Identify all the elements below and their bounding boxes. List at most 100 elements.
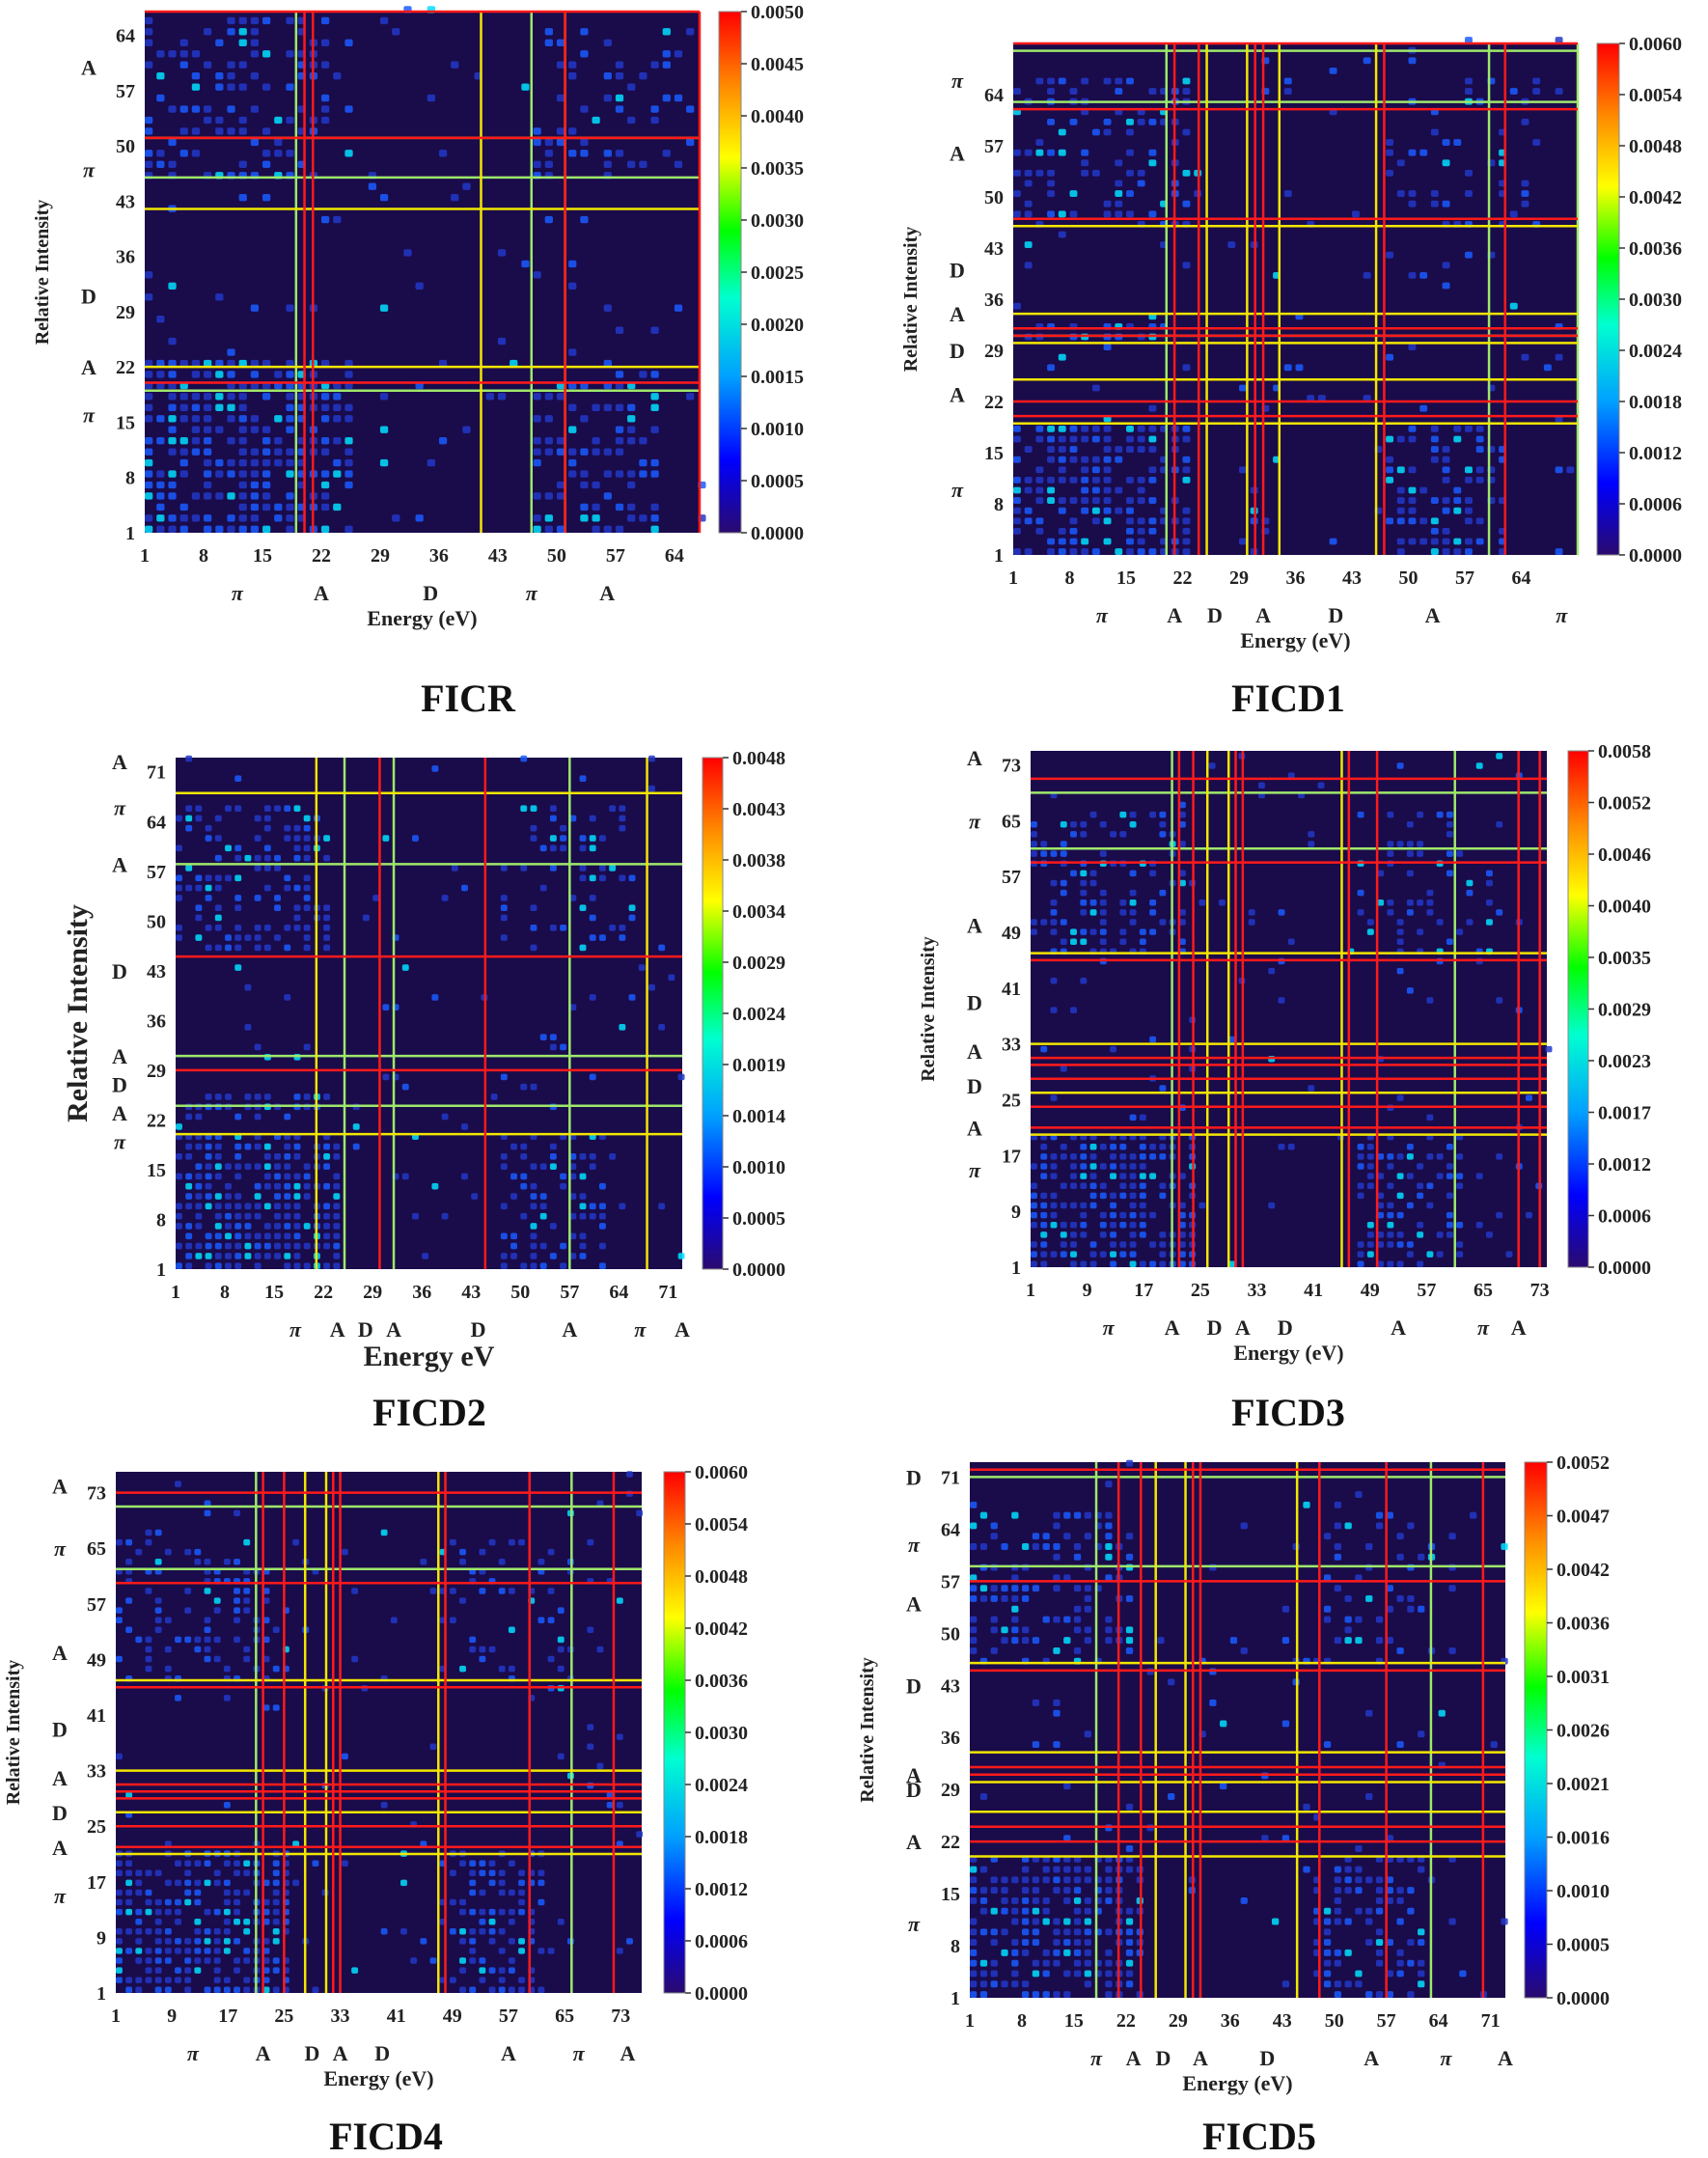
- heatmap-cell: [1080, 870, 1088, 877]
- heatmap-cell: [333, 1143, 341, 1150]
- heatmap-cell: [293, 914, 301, 922]
- heatmap-cell: [274, 1203, 282, 1210]
- panel-title: FICD3: [1231, 1391, 1345, 1434]
- heatmap-cell: [238, 415, 247, 423]
- heatmap-cell: [1063, 1928, 1071, 1936]
- heatmap-cell: [1080, 1260, 1088, 1267]
- heatmap-cell: [390, 1617, 398, 1623]
- heatmap-cell: [603, 304, 612, 312]
- heatmap-cell: [1084, 1866, 1092, 1873]
- heatmap-cell: [979, 1594, 988, 1602]
- heatmap-cell: [1148, 88, 1157, 95]
- heatmap-cell: [204, 1626, 211, 1634]
- heatmap-cell: [1387, 1222, 1394, 1229]
- heatmap-cell: [1125, 1866, 1134, 1873]
- heatmap-cell: [154, 1918, 162, 1925]
- heatmap-cell: [1446, 811, 1453, 818]
- heatmap-cell: [1126, 476, 1134, 484]
- heatmap-cell: [333, 215, 342, 224]
- heatmap-cell: [1031, 1163, 1037, 1170]
- heatmap-cell: [195, 884, 203, 892]
- heatmap-cell: [498, 1889, 506, 1896]
- x-region-label: π: [1556, 603, 1568, 627]
- heatmap-cell: [1073, 1543, 1082, 1550]
- heatmap-cell: [1366, 1182, 1374, 1190]
- y-tick-label: 65: [1002, 811, 1021, 832]
- heatmap-cell: [1073, 1949, 1082, 1956]
- heatmap-cell: [639, 458, 647, 467]
- heatmap-cell: [1070, 1163, 1078, 1170]
- heatmap-cell: [1178, 1222, 1186, 1229]
- heatmap-cell: [1081, 466, 1089, 474]
- heatmap-cell: [274, 895, 282, 901]
- heatmap-cell: [1063, 1616, 1071, 1623]
- heatmap-cell: [204, 1509, 211, 1517]
- heatmap-cell: [1073, 1585, 1082, 1592]
- heatmap-cell: [243, 1607, 251, 1614]
- heatmap-cell: [1081, 77, 1089, 85]
- heatmap-cell: [1408, 466, 1417, 474]
- heatmap-cell: [471, 1193, 479, 1200]
- heatmap-cell: [238, 83, 247, 91]
- heatmap-cell: [1465, 517, 1473, 525]
- heatmap-cell: [469, 1646, 477, 1653]
- heatmap-cell: [333, 393, 342, 401]
- heatmap-cell: [1159, 831, 1167, 838]
- heatmap-cell: [415, 514, 424, 522]
- heatmap-cell: [1178, 1202, 1186, 1209]
- heatmap-cell: [214, 1193, 222, 1200]
- x-tick-label: 22: [1173, 567, 1193, 589]
- heatmap-cell: [176, 895, 182, 901]
- panel-title: FICD4: [329, 2115, 443, 2158]
- heatmap-cell: [293, 835, 301, 842]
- heatmap-cell: [234, 1143, 242, 1150]
- heatmap-cell: [1042, 1533, 1050, 1540]
- heatmap-cell: [135, 1636, 143, 1644]
- heatmap-cell: [1050, 1153, 1058, 1160]
- heatmap-cell: [205, 1232, 212, 1240]
- heatmap-cell: [116, 1869, 123, 1877]
- heatmap-cell: [1089, 909, 1097, 916]
- heatmap-cell: [459, 1986, 466, 1993]
- heatmap-cell: [1031, 919, 1037, 926]
- heatmap-cell: [1069, 527, 1078, 535]
- heatmap-cell: [568, 282, 577, 290]
- heatmap-cell: [179, 393, 188, 401]
- heatmap-cell: [1070, 1241, 1078, 1248]
- heatmap-cell: [520, 1173, 528, 1180]
- heatmap-cell: [1419, 486, 1428, 494]
- heatmap-cell: [262, 1948, 270, 1954]
- heatmap-cell: [1040, 1202, 1048, 1209]
- heatmap-cell: [1386, 1887, 1393, 1895]
- y-region-label: D: [967, 990, 982, 1014]
- heatmap-cell: [254, 924, 262, 931]
- heatmap-cell: [263, 865, 271, 872]
- heatmap-cell: [1047, 476, 1056, 484]
- heatmap-cell: [1070, 1251, 1078, 1258]
- colorbar-tick-label: 0.0000: [1556, 1988, 1610, 2009]
- heatmap-cell: [1058, 435, 1066, 443]
- heatmap-cell: [323, 1153, 331, 1160]
- heatmap-cell: [1129, 821, 1137, 828]
- heatmap-cell: [609, 1153, 617, 1160]
- heatmap-cell: [205, 1173, 212, 1180]
- y-tick-label: 57: [984, 136, 1004, 157]
- colorbar: [1567, 750, 1589, 1268]
- x-tick-label: 64: [665, 545, 684, 567]
- heatmap-cell: [1281, 1605, 1290, 1613]
- heatmap-cell: [539, 1212, 547, 1220]
- heatmap-cell: [587, 1724, 594, 1730]
- x-region-label: π: [187, 2041, 200, 2065]
- x-tick-label: 1: [171, 1282, 180, 1303]
- heatmap-cell: [1453, 507, 1462, 514]
- heatmap-cell: [662, 28, 671, 36]
- heatmap-cell: [518, 1869, 526, 1877]
- heatmap-cell: [286, 116, 294, 124]
- heatmap-cell: [204, 1957, 211, 1964]
- heatmap-cell: [214, 1212, 222, 1220]
- heatmap-cell: [1013, 527, 1021, 535]
- heatmap-cell: [1436, 1231, 1444, 1238]
- heatmap-cell: [262, 481, 271, 489]
- heatmap-cell: [175, 1908, 181, 1916]
- heatmap-cell: [1060, 938, 1067, 945]
